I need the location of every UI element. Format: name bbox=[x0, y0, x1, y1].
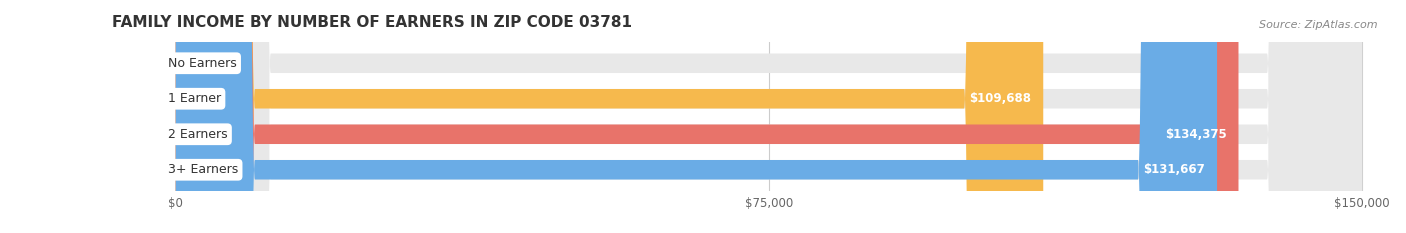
Text: $131,667: $131,667 bbox=[1143, 163, 1205, 176]
FancyBboxPatch shape bbox=[176, 0, 1043, 233]
Text: 2 Earners: 2 Earners bbox=[167, 128, 228, 141]
Text: 1 Earner: 1 Earner bbox=[167, 92, 221, 105]
Text: $0: $0 bbox=[200, 57, 215, 70]
Text: Source: ZipAtlas.com: Source: ZipAtlas.com bbox=[1260, 20, 1378, 30]
Text: FAMILY INCOME BY NUMBER OF EARNERS IN ZIP CODE 03781: FAMILY INCOME BY NUMBER OF EARNERS IN ZI… bbox=[112, 15, 633, 30]
Text: $109,688: $109,688 bbox=[969, 92, 1032, 105]
FancyBboxPatch shape bbox=[176, 0, 1362, 233]
FancyBboxPatch shape bbox=[176, 0, 1362, 233]
Text: 3+ Earners: 3+ Earners bbox=[167, 163, 238, 176]
Text: No Earners: No Earners bbox=[167, 57, 236, 70]
FancyBboxPatch shape bbox=[176, 0, 1362, 233]
Text: $134,375: $134,375 bbox=[1166, 128, 1226, 141]
FancyBboxPatch shape bbox=[176, 0, 1218, 233]
FancyBboxPatch shape bbox=[176, 0, 1239, 233]
FancyBboxPatch shape bbox=[176, 0, 1362, 233]
